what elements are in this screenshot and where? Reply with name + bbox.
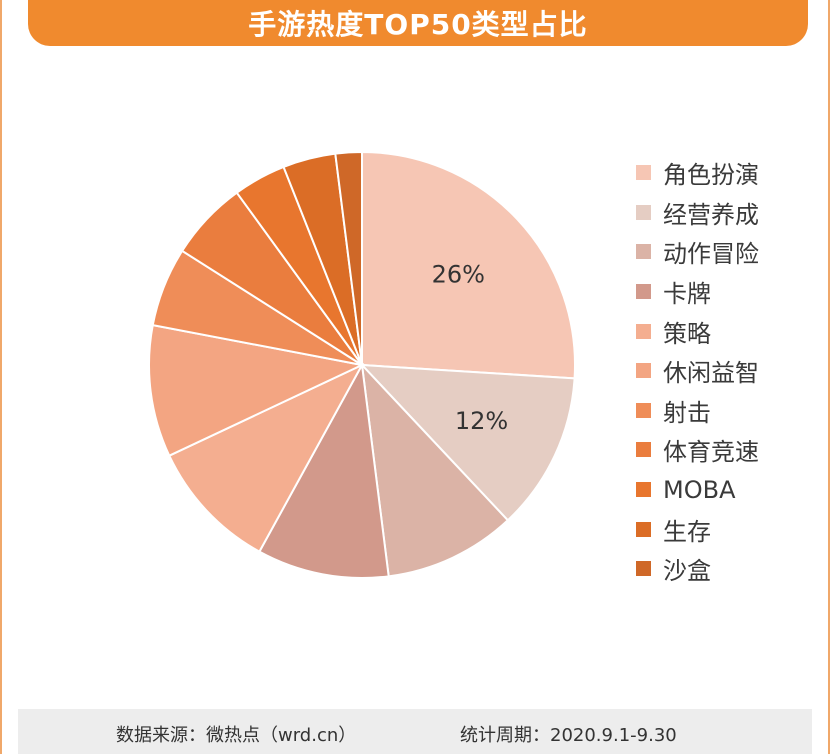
legend-label: 策略	[663, 319, 711, 348]
data-label-0: 26%	[432, 261, 485, 289]
legend-label: 休闲益智	[663, 359, 759, 388]
legend-label: 生存	[663, 517, 711, 546]
pie-slice-10	[334, 150, 363, 366]
legend-swatch	[636, 323, 651, 339]
legend-label: 动作冒险	[663, 240, 759, 269]
legend-label: 射击	[663, 398, 711, 427]
legend-item: 策略	[636, 311, 826, 351]
legend-item: 体育竞速	[636, 430, 826, 470]
legend-swatch	[636, 442, 651, 458]
title-banner: 手游热度TOP50类型占比	[28, 0, 808, 46]
data-label-1: 12%	[455, 407, 508, 435]
legend-label: 经营养成	[663, 200, 759, 229]
legend-item: 卡牌	[636, 272, 826, 312]
data-source: 数据来源：微热点（wrd.cn）	[116, 725, 357, 746]
pie-slice-1	[359, 363, 576, 522]
legend-swatch	[636, 165, 651, 181]
legend-item: 角色扮演	[636, 153, 826, 193]
stat-period: 统计周期：2020.9.1-9.30	[460, 725, 677, 746]
legend-label: 角色扮演	[663, 161, 759, 190]
legend-swatch	[636, 363, 651, 379]
legend-item: 经营养成	[636, 193, 826, 233]
legend-swatch	[636, 284, 651, 300]
legend-swatch	[636, 561, 651, 577]
legend-item: 生存	[636, 509, 826, 549]
legend-item: 动作冒险	[636, 232, 826, 272]
legend-swatch	[636, 244, 651, 260]
pie-slice-2	[360, 362, 510, 578]
chart-title: 手游热度TOP50类型占比	[248, 8, 588, 41]
footer: 数据来源：微热点（wrd.cn） 统计周期：2020.9.1-9.30	[18, 709, 812, 754]
legend-item: 沙盒	[636, 549, 826, 589]
legend-item: 休闲益智	[636, 351, 826, 391]
pie-slice-0	[361, 150, 576, 380]
legend-swatch	[636, 521, 651, 537]
legend-label: 体育竞速	[663, 438, 759, 467]
pie-slice-5	[148, 323, 366, 458]
legend: 角色扮演经营养成动作冒险卡牌策略休闲益智射击体育竞速 MOBA 生存沙盒	[636, 153, 826, 589]
legend-item: MOBA	[636, 470, 826, 510]
legend-swatch	[636, 402, 651, 418]
legend-label: MOBA	[663, 475, 736, 504]
pie-slice-4	[167, 362, 365, 554]
legend-swatch	[636, 204, 651, 220]
legend-item: 射击	[636, 391, 826, 431]
legend-label: 沙盒	[663, 557, 711, 586]
legend-label: 卡牌	[663, 280, 711, 309]
pie-slice-3	[258, 361, 390, 579]
legend-swatch	[636, 482, 651, 498]
